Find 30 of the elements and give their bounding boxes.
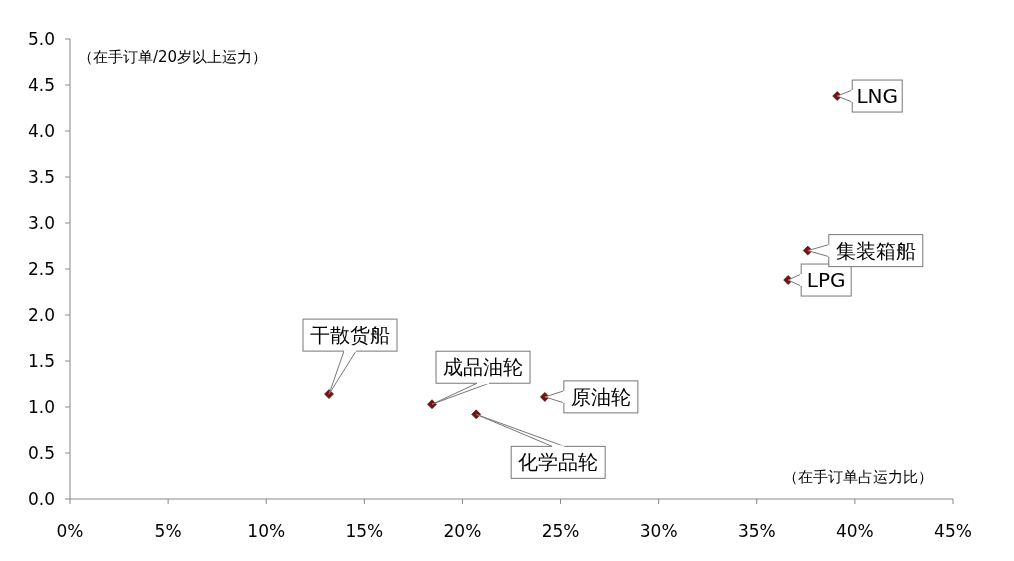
x-axis-title: （在手订单占运力比） — [783, 468, 933, 486]
y-tick-label: 1.0 — [27, 397, 55, 417]
annotation: 集装箱船 — [835, 238, 916, 263]
x-tick-label: 0% — [56, 521, 84, 541]
y-tick-label: 0.0 — [27, 489, 55, 509]
x-tick-label: 5% — [154, 521, 182, 541]
y-tick-label: 2.5 — [27, 259, 55, 279]
y-tick-label: 3.0 — [27, 213, 55, 233]
y-tick-label: 2.0 — [27, 305, 55, 325]
annotation: 成品油轮 — [443, 355, 524, 380]
y-tick-label: 0.5 — [27, 443, 55, 463]
annotation: LNG — [856, 84, 899, 109]
annotation: LPG — [806, 268, 846, 293]
x-tick-label: 30% — [639, 521, 678, 541]
x-tick-label: 45% — [934, 521, 972, 541]
x-tick-label: 15% — [345, 521, 384, 541]
x-tick-label: 10% — [247, 521, 286, 541]
x-tick-label: 20% — [443, 521, 482, 541]
y-tick-label: 1.5 — [27, 351, 55, 371]
x-tick-label: 40% — [835, 521, 874, 541]
y-tick-label: 4.0 — [27, 121, 55, 141]
y-tick-label: 3.5 — [27, 167, 55, 187]
annotation: 化学品轮 — [518, 450, 599, 475]
y-tick-label: 5.0 — [27, 29, 55, 49]
y-axis-title: （在手订单/20岁以上运力） — [78, 48, 268, 66]
y-tick-label: 4.5 — [27, 75, 55, 95]
annotation: 原油轮 — [570, 384, 631, 409]
x-tick-label: 25% — [541, 521, 580, 541]
annotation: 干散货船 — [310, 323, 391, 348]
x-tick-label: 35% — [737, 521, 776, 541]
